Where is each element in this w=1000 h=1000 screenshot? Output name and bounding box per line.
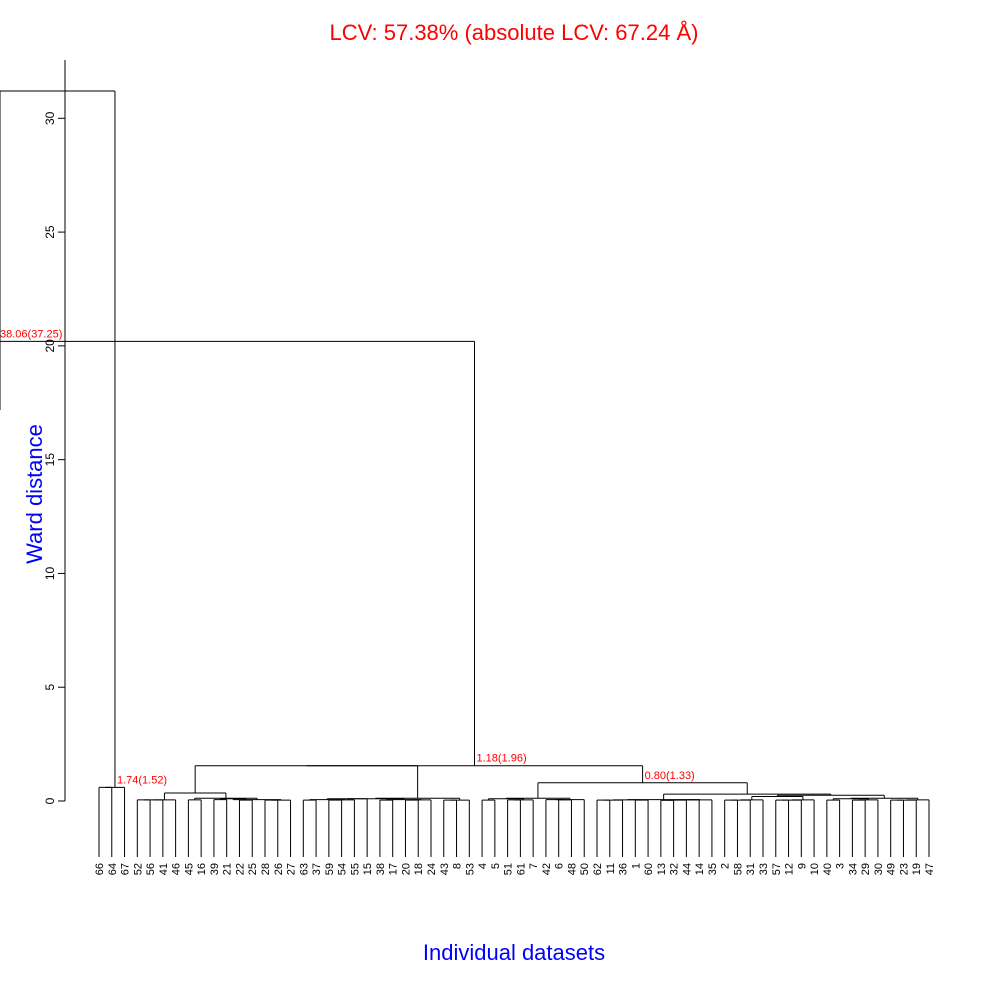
leaf-label: 64	[107, 863, 119, 875]
leaf-label: 8	[452, 863, 464, 869]
leaf-label: 18	[413, 863, 425, 875]
leaf-label: 50	[579, 863, 591, 875]
node-annotations: 38.06(37.25) 1.18(1.96) 0.80(1.33) 1.74(1.5…	[0, 328, 695, 786]
leaf-label: 4	[477, 863, 489, 869]
leaf-label: 61	[515, 863, 527, 875]
leaf-label: 3	[835, 863, 847, 869]
leaf-label: 43	[439, 863, 451, 875]
leaf-label: 33	[758, 863, 770, 875]
leaf-label: 19	[911, 863, 923, 875]
leaf-label: 62	[592, 863, 604, 875]
leaf-label: 32	[669, 863, 681, 875]
leaf-label: 44	[681, 863, 693, 875]
leaf-label: 26	[273, 863, 285, 875]
leaf-label: 22	[234, 863, 246, 875]
leaf-label: 46	[171, 863, 183, 875]
y-axis-title: Ward distance	[22, 424, 47, 564]
leaf-label: 56	[145, 863, 157, 875]
leaf-label: 5	[490, 863, 502, 869]
leaf-label: 39	[209, 863, 221, 875]
node-annotation: 38.06(37.25)	[0, 328, 62, 340]
leaf-label: 42	[541, 863, 553, 875]
y-tick-label: 10	[43, 566, 57, 580]
leaf-label: 60	[643, 863, 655, 875]
leaf-label: 66	[94, 863, 106, 875]
leaf-label: 1	[630, 863, 642, 869]
leaf-label: 41	[158, 863, 170, 875]
leaf-label: 52	[132, 863, 144, 875]
chart-title: LCV: 57.38% (absolute LCV: 67.24 Å)	[330, 20, 699, 45]
leaf-label: 27	[286, 863, 298, 875]
leaf-label: 20	[400, 863, 412, 875]
leaf-label: 45	[183, 863, 195, 875]
leaf-label: 17	[388, 863, 400, 875]
node-annotation: 1.18(1.96)	[476, 753, 526, 765]
leaf-label: 63	[298, 863, 310, 875]
leaf-label: 47	[924, 863, 936, 875]
leaf-label: 55	[349, 863, 361, 875]
leaf-label: 35	[707, 863, 719, 875]
leaf-label: 40	[822, 863, 834, 875]
leaf-label: 57	[771, 863, 783, 875]
leaf-label: 25	[247, 863, 259, 875]
leaf-label: 38	[375, 863, 387, 875]
leaf-label: 23	[898, 863, 910, 875]
dendrogram-tree	[0, 90, 930, 857]
leaf-label: 6	[554, 863, 566, 869]
leaf-label: 12	[784, 863, 796, 875]
leaf-label: 48	[566, 863, 578, 875]
leaf-label: 7	[528, 863, 540, 869]
leaf-label: 34	[847, 863, 859, 875]
leaf-label: 24	[426, 863, 438, 875]
y-tick-label: 20	[43, 339, 57, 353]
leaf-labels: 66 64 67 52 56 41 46 45 16 39 21 22 25 28 26 27 63 37 59 54…	[94, 863, 936, 875]
node-annotation: 0.80(1.33)	[645, 770, 695, 782]
leaf-label: 30	[873, 863, 885, 875]
leaf-label: 10	[809, 863, 821, 875]
leaf-label: 13	[656, 863, 668, 875]
leaf-label: 11	[605, 863, 617, 874]
y-tick-label: 25	[43, 225, 57, 239]
leaf-label: 29	[860, 863, 872, 875]
x-axis-title: Individual datasets	[423, 940, 605, 965]
leaf-label: 54	[337, 863, 349, 875]
leaf-label: 51	[503, 863, 515, 875]
leaf-label: 58	[732, 863, 744, 875]
node-annotation: 1.74(1.52)	[117, 774, 167, 786]
y-tick-label: 15	[43, 453, 57, 467]
leaf-label: 9	[796, 863, 808, 869]
leaf-label: 59	[324, 863, 336, 875]
leaf-label: 36	[618, 863, 630, 875]
leaf-label: 31	[745, 863, 757, 875]
leaf-label: 67	[120, 863, 132, 875]
leaf-label: 16	[196, 863, 208, 875]
leaf-label: 49	[886, 863, 898, 875]
y-tick-label: 5	[43, 684, 57, 691]
leaf-label: 15	[362, 863, 374, 875]
y-tick-label: 0	[43, 797, 57, 804]
leaf-label: 53	[464, 863, 476, 875]
y-axis-ticks: 0 5 10 15 20 25 30	[43, 111, 65, 804]
leaf-label: 21	[222, 863, 234, 875]
y-tick-label: 30	[43, 111, 57, 125]
leaf-label: 37	[311, 863, 323, 875]
leaf-label: 2	[720, 863, 732, 869]
leaf-label: 14	[694, 863, 706, 875]
leaf-label: 28	[260, 863, 272, 875]
